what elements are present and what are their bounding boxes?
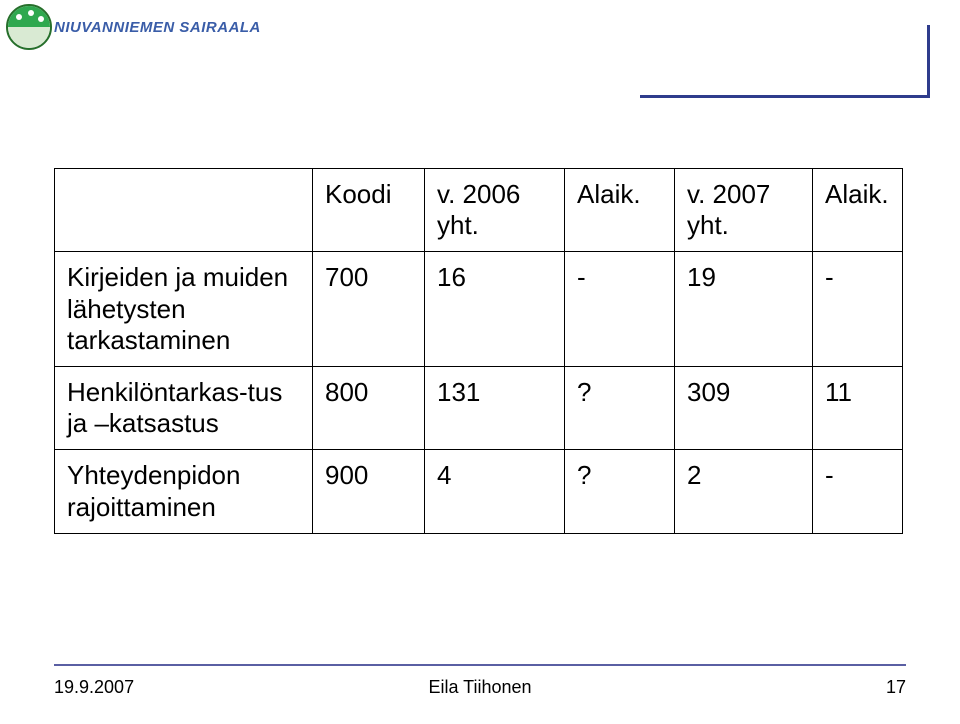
cell-koodi: 700	[313, 252, 425, 367]
footer-date: 19.9.2007	[54, 677, 134, 698]
col-v2007: v. 2007 yht.	[675, 169, 813, 252]
data-table-wrap: Koodi v. 2006 yht. Alaik. v. 2007 yht. A…	[54, 168, 902, 534]
cell-label: Kirjeiden ja muiden lähetysten tarkastam…	[55, 252, 313, 367]
brand-logo: NIUVANNIEMEN SAIRAALA	[6, 4, 261, 50]
footer: 19.9.2007 Eila Tiihonen 17	[54, 677, 906, 698]
col-alaik2: Alaik.	[813, 169, 903, 252]
col-alaik1: Alaik.	[565, 169, 675, 252]
corner-rule-horizontal	[640, 95, 930, 98]
footer-author: Eila Tiihonen	[54, 677, 906, 698]
cell-v2007: 19	[675, 252, 813, 367]
footer-rule	[54, 664, 906, 666]
cell-koodi: 900	[313, 450, 425, 533]
cell-v2006: 16	[425, 252, 565, 367]
cell-alaik1: ?	[565, 366, 675, 449]
cell-v2006: 4	[425, 450, 565, 533]
corner-rule-vertical	[927, 25, 930, 98]
cell-alaik1: -	[565, 252, 675, 367]
footer-page: 17	[886, 677, 906, 698]
cell-v2006: 131	[425, 366, 565, 449]
cell-v2007: 309	[675, 366, 813, 449]
col-koodi: Koodi	[313, 169, 425, 252]
table-header-row: Koodi v. 2006 yht. Alaik. v. 2007 yht. A…	[55, 169, 903, 252]
cell-label: Henkilöntarkas-tus ja –katsastus	[55, 366, 313, 449]
table-row: Yhteydenpidon rajoittaminen 900 4 ? 2 -	[55, 450, 903, 533]
cell-label: Yhteydenpidon rajoittaminen	[55, 450, 313, 533]
table-row: Kirjeiden ja muiden lähetysten tarkastam…	[55, 252, 903, 367]
slide: NIUVANNIEMEN SAIRAALA Koodi v. 2006 yht.…	[0, 0, 960, 724]
brand-name: NIUVANNIEMEN SAIRAALA	[54, 19, 261, 36]
brand-mark-icon	[6, 4, 52, 50]
cell-koodi: 800	[313, 366, 425, 449]
col-v2006: v. 2006 yht.	[425, 169, 565, 252]
table-row: Henkilöntarkas-tus ja –katsastus 800 131…	[55, 366, 903, 449]
cell-alaik2: -	[813, 450, 903, 533]
cell-alaik2: -	[813, 252, 903, 367]
data-table: Koodi v. 2006 yht. Alaik. v. 2007 yht. A…	[54, 168, 903, 534]
cell-alaik2: 11	[813, 366, 903, 449]
col-label	[55, 169, 313, 252]
cell-v2007: 2	[675, 450, 813, 533]
cell-alaik1: ?	[565, 450, 675, 533]
